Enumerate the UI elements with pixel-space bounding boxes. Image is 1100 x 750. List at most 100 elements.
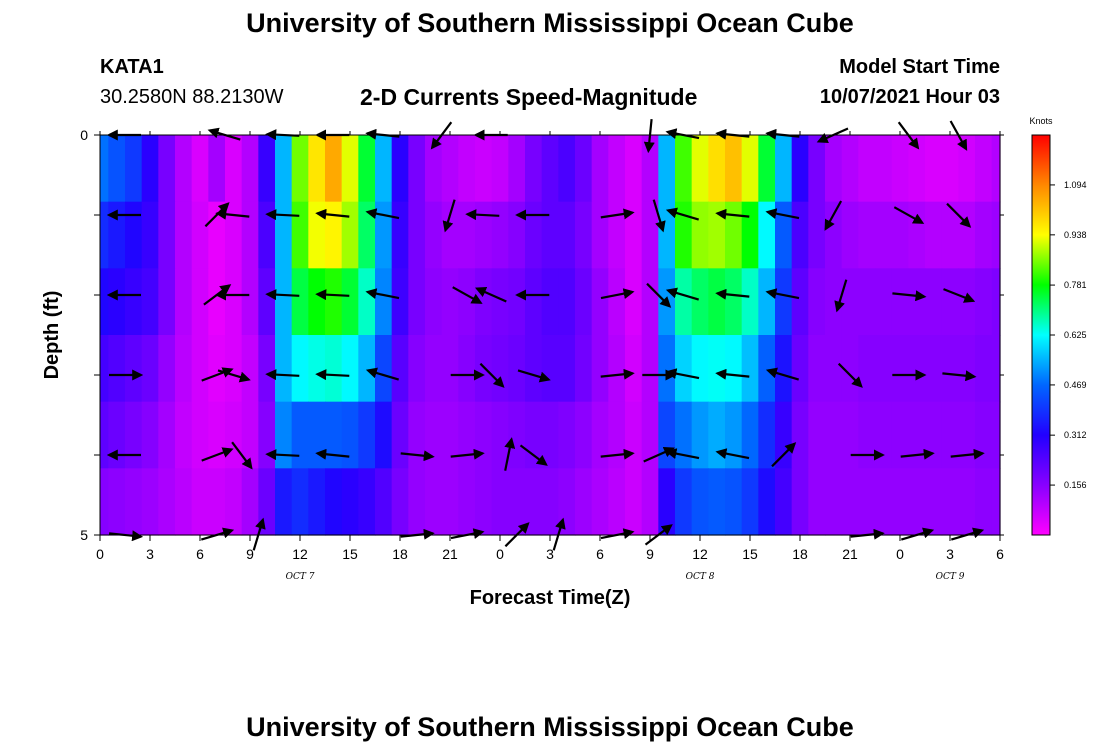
- current-arrow: [837, 362, 863, 388]
- current-arrow: [715, 128, 750, 140]
- heat-cell: [541, 268, 559, 336]
- x-tick-label: 18: [392, 546, 408, 562]
- colorbar-tick-label: 0.312: [1064, 430, 1087, 440]
- current-arrow: [893, 206, 925, 224]
- heat-cell: [141, 268, 159, 336]
- heat-cell: [641, 201, 659, 269]
- heat-cell: [175, 268, 193, 336]
- heat-cell: [491, 135, 509, 203]
- x-tick-label: 3: [946, 546, 954, 562]
- heat-cell: [591, 135, 609, 203]
- heat-cell: [991, 335, 1001, 403]
- heat-cell: [641, 268, 659, 336]
- heat-cell: [541, 201, 559, 269]
- heat-cell: [708, 135, 726, 203]
- heat-cell: [225, 401, 243, 469]
- heat-cell: [625, 335, 643, 403]
- heat-cell: [291, 468, 309, 536]
- heat-cell: [191, 468, 209, 536]
- heat-cell: [658, 401, 676, 469]
- heat-cell: [841, 135, 859, 203]
- heat-cell: [708, 268, 726, 336]
- current-arrow: [315, 448, 350, 460]
- heat-cell: [525, 468, 543, 536]
- heat-cell: [291, 401, 309, 469]
- heat-cell: [808, 268, 826, 336]
- heat-cell: [175, 201, 193, 269]
- heat-cell: [425, 135, 443, 203]
- heat-cell: [175, 135, 193, 203]
- heat-cell: [841, 468, 859, 536]
- heat-cell: [100, 135, 109, 203]
- heat-cell: [125, 335, 143, 403]
- heat-cell: [875, 401, 893, 469]
- current-arrow: [943, 288, 976, 303]
- heat-cell: [225, 201, 243, 269]
- heat-cell: [691, 468, 709, 536]
- heat-cell: [458, 268, 476, 336]
- x-tick-label: 0: [496, 546, 504, 562]
- heat-cell: [308, 268, 326, 336]
- heat-cell: [325, 135, 343, 203]
- heat-cell: [791, 201, 809, 269]
- heat-cell: [491, 335, 509, 403]
- heat-cell: [891, 468, 909, 536]
- station-id: KATA1: [100, 56, 164, 78]
- heat-cell: [658, 268, 676, 336]
- heat-cell: [658, 468, 676, 536]
- heat-cell: [108, 401, 126, 469]
- heatmap-cells: [100, 135, 1001, 536]
- heat-cell: [525, 201, 543, 269]
- heat-cell: [825, 268, 843, 336]
- colorbar-tick-label: 1.094: [1064, 180, 1087, 190]
- current-arrow: [600, 528, 635, 540]
- heat-cell: [725, 201, 743, 269]
- heat-cell: [141, 335, 159, 403]
- heat-cell: [708, 401, 726, 469]
- current-arrow: [816, 127, 849, 143]
- heat-cell: [591, 335, 609, 403]
- heat-cell: [691, 135, 709, 203]
- heat-cell: [691, 268, 709, 336]
- heat-cell: [675, 401, 693, 469]
- heat-cell: [425, 335, 443, 403]
- heat-cell: [758, 268, 776, 336]
- current-arrow: [207, 127, 241, 141]
- heat-cell: [100, 335, 109, 403]
- heat-cell: [141, 401, 159, 469]
- heat-cell: [375, 135, 393, 203]
- heat-cell: [391, 335, 409, 403]
- heat-cell: [441, 468, 459, 536]
- heat-cell: [141, 468, 159, 536]
- heat-cell: [641, 335, 659, 403]
- current-arrow: [517, 369, 551, 383]
- heat-cell: [608, 335, 626, 403]
- heat-cell: [541, 468, 559, 536]
- heat-cell: [525, 135, 543, 203]
- current-arrow: [600, 288, 635, 300]
- heat-cell: [458, 201, 476, 269]
- x-tick-label: 12: [292, 546, 308, 562]
- current-arrow: [652, 199, 666, 233]
- x-tick-label: 0: [96, 546, 104, 562]
- current-arrow: [765, 128, 800, 140]
- current-arrow: [479, 362, 505, 388]
- current-arrow: [265, 209, 300, 221]
- heat-cell: [241, 135, 259, 203]
- heat-cell: [625, 201, 643, 269]
- current-arrow: [365, 367, 400, 381]
- colorbar-tick-label: 0.938: [1064, 230, 1087, 240]
- heat-cell: [358, 135, 376, 203]
- heat-cell: [375, 335, 393, 403]
- current-arrow: [892, 290, 927, 302]
- heat-cell: [725, 468, 743, 536]
- heat-cell: [541, 135, 559, 203]
- heat-cell: [591, 401, 609, 469]
- heat-cell: [625, 468, 643, 536]
- current-arrow: [215, 208, 250, 220]
- heat-cell: [958, 401, 976, 469]
- current-arrow: [504, 437, 516, 471]
- heat-cell: [891, 135, 909, 203]
- x-tick-label: 6: [196, 546, 204, 562]
- heat-cell: [575, 335, 593, 403]
